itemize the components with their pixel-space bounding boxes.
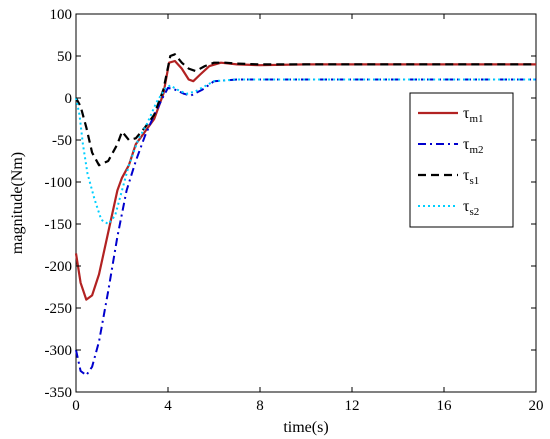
series-line-s2 xyxy=(75,78,536,225)
legend-label-m1: τm1 xyxy=(463,105,484,125)
y-tick-label: 100 xyxy=(50,7,73,23)
legend-label-m2: τm2 xyxy=(463,136,484,156)
x-tick-label: 4 xyxy=(164,398,172,414)
y-axis-label: magnitude(Nm) xyxy=(9,152,26,254)
y-tick-label: -100 xyxy=(45,175,73,191)
y-tick-label: -150 xyxy=(45,217,73,233)
tick-layer: 0 4 8 12 16 20 100 50 0 -50 -100 -150 -200 -250 -300 -3… xyxy=(45,7,544,414)
legend-box xyxy=(409,92,514,228)
y-tick-label: -200 xyxy=(45,259,73,275)
series-layer xyxy=(74,53,536,377)
x-tick-label: 16 xyxy=(437,398,453,414)
y-tick-label: -50 xyxy=(52,133,72,149)
y-tick-label: 50 xyxy=(57,49,72,65)
x-tick-label: 20 xyxy=(529,398,544,414)
x-tick-label: 8 xyxy=(256,398,264,414)
x-tick-label: 12 xyxy=(345,398,360,414)
series-line-s1 xyxy=(75,53,536,167)
x-tick-label: 0 xyxy=(72,398,80,414)
legend: τm1 τm2 τs1 τs2 xyxy=(409,92,514,228)
y-tick-label: -350 xyxy=(45,385,73,401)
y-tick-label: 0 xyxy=(65,91,73,107)
x-axis-label: time(s) xyxy=(283,419,328,436)
legend-label-s1: τs1 xyxy=(463,167,479,187)
legend-label-s2: τs2 xyxy=(463,198,479,218)
y-tick-label: -300 xyxy=(45,343,73,359)
y-tick-label: -250 xyxy=(45,301,73,317)
